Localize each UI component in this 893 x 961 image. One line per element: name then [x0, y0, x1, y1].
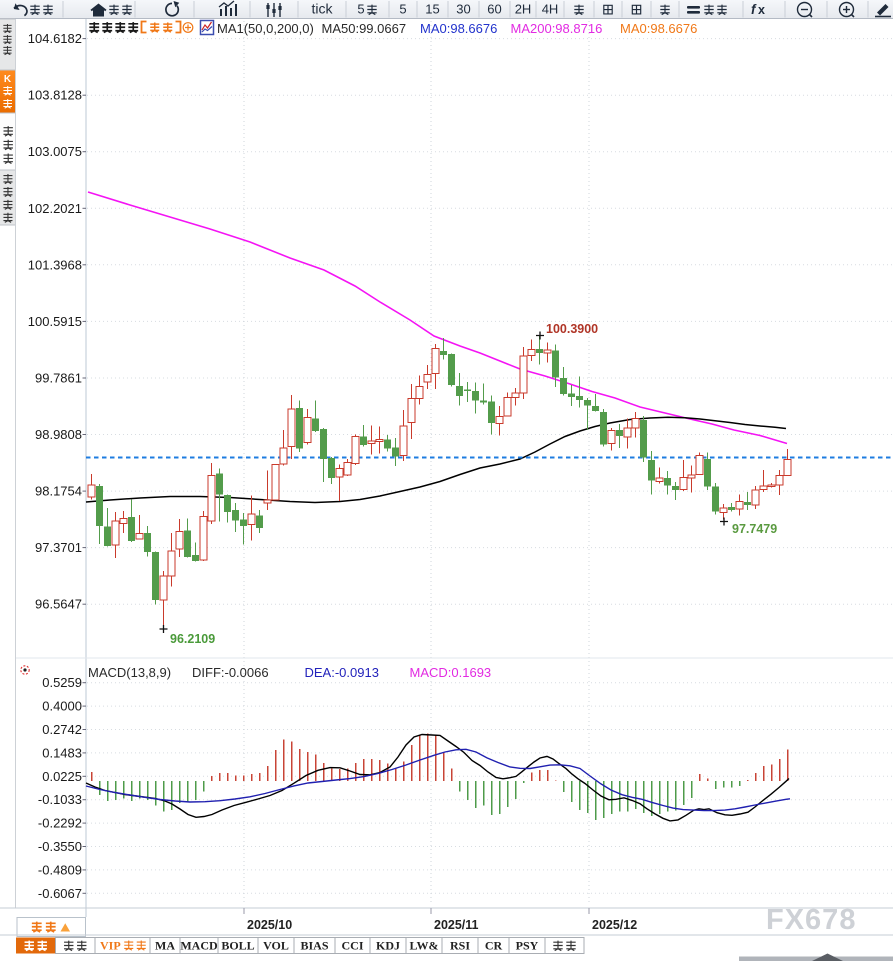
- svg-text:-0.1033: -0.1033: [38, 792, 82, 807]
- svg-text:30: 30: [456, 2, 470, 17]
- svg-text:DEA:-0.0913: DEA:-0.0913: [305, 665, 379, 680]
- svg-text:2025/11: 2025/11: [434, 918, 479, 932]
- svg-text:0.0225: 0.0225: [42, 769, 82, 784]
- svg-text:-0.6067: -0.6067: [38, 886, 82, 901]
- svg-text:tick: tick: [312, 1, 334, 17]
- svg-text:0.1483: 0.1483: [42, 745, 82, 760]
- svg-text:97.7479: 97.7479: [732, 522, 777, 536]
- svg-text:DIFF:-0.0066: DIFF:-0.0066: [192, 665, 269, 680]
- svg-text:2H: 2H: [515, 2, 532, 17]
- svg-text:f: f: [751, 2, 757, 17]
- svg-text:MA0:98.6676: MA0:98.6676: [420, 21, 497, 36]
- svg-text:-0.2292: -0.2292: [38, 816, 82, 831]
- svg-text:VOL: VOL: [263, 939, 289, 953]
- svg-text:60: 60: [487, 2, 501, 17]
- svg-text:MACD(13,8,9): MACD(13,8,9): [88, 665, 171, 680]
- svg-text:102.2021: 102.2021: [28, 201, 82, 216]
- svg-text:CCI: CCI: [341, 939, 363, 953]
- svg-text:100.5915: 100.5915: [28, 314, 82, 329]
- svg-text:103.8128: 103.8128: [28, 88, 82, 103]
- svg-text:-0.4809: -0.4809: [38, 862, 82, 877]
- svg-text:5: 5: [399, 2, 406, 17]
- svg-text:RSI: RSI: [450, 939, 470, 953]
- svg-text:PSY: PSY: [516, 939, 539, 953]
- svg-text:99.7861: 99.7861: [35, 371, 82, 386]
- svg-text:98.9808: 98.9808: [35, 427, 82, 442]
- svg-text:KDJ: KDJ: [376, 939, 400, 953]
- svg-text:101.3968: 101.3968: [28, 257, 82, 272]
- svg-text:MACD: MACD: [180, 939, 218, 953]
- svg-text:0.5259: 0.5259: [42, 675, 82, 690]
- svg-text:MA50:99.0667: MA50:99.0667: [322, 21, 407, 36]
- svg-text:0.4000: 0.4000: [42, 699, 82, 714]
- svg-text:BOLL: BOLL: [221, 939, 254, 953]
- svg-text:96.2109: 96.2109: [170, 632, 215, 646]
- svg-text:MA200:98.8716: MA200:98.8716: [511, 21, 603, 36]
- svg-text:104.6182: 104.6182: [28, 31, 82, 46]
- svg-text:-0.3550: -0.3550: [38, 839, 82, 854]
- svg-text:0.2742: 0.2742: [42, 722, 82, 737]
- svg-text:96.5647: 96.5647: [35, 597, 82, 612]
- svg-text:LW&: LW&: [410, 939, 439, 953]
- svg-text:x: x: [758, 3, 765, 17]
- svg-text:2025/10: 2025/10: [247, 918, 292, 932]
- svg-text:103.0075: 103.0075: [28, 144, 82, 159]
- svg-text:K: K: [4, 74, 12, 85]
- svg-text:15: 15: [425, 2, 439, 17]
- svg-text:MACD:0.1693: MACD:0.1693: [410, 665, 492, 680]
- svg-text:4H: 4H: [542, 2, 559, 17]
- svg-text:CR: CR: [485, 939, 503, 953]
- svg-text:5: 5: [357, 2, 364, 17]
- svg-text:VIP: VIP: [100, 939, 121, 953]
- svg-text:2025/12: 2025/12: [592, 918, 637, 932]
- svg-text:MA0:98.6676: MA0:98.6676: [620, 21, 697, 36]
- svg-text:97.3701: 97.3701: [35, 540, 82, 555]
- svg-text:MA: MA: [155, 939, 175, 953]
- svg-text:FX678: FX678: [766, 904, 856, 936]
- svg-text:98.1754: 98.1754: [35, 484, 82, 499]
- svg-text:MA1(50,0,200,0): MA1(50,0,200,0): [217, 21, 314, 36]
- svg-text:BIAS: BIAS: [300, 939, 328, 953]
- svg-text:100.3900: 100.3900: [546, 322, 598, 336]
